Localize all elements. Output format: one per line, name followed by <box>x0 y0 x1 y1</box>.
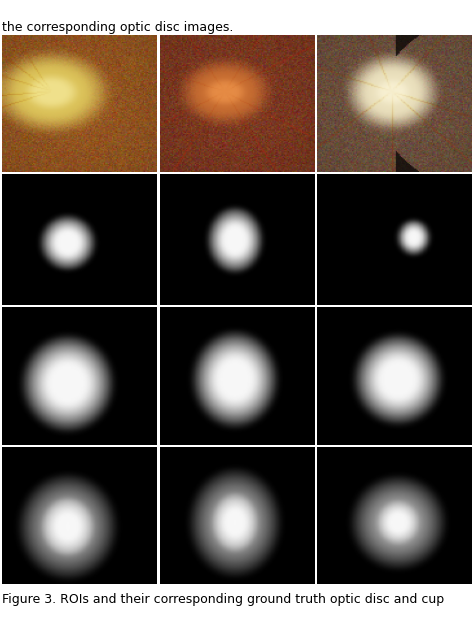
Text: the corresponding optic disc images.: the corresponding optic disc images. <box>2 21 234 34</box>
Text: Figure 3. ROIs and their corresponding ground truth optic disc and cup: Figure 3. ROIs and their corresponding g… <box>2 593 445 606</box>
